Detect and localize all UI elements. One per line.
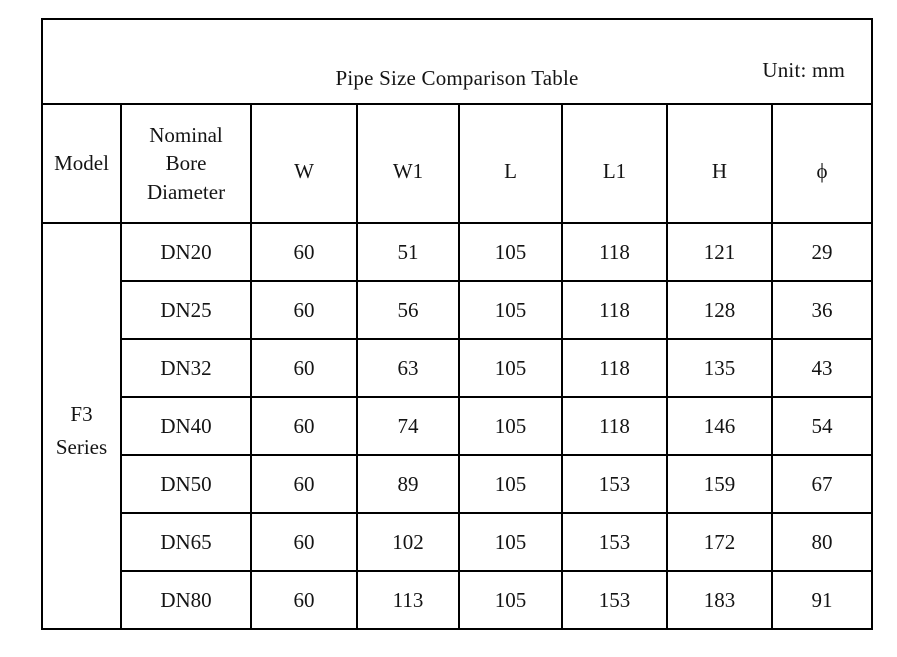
model-series-cell: F3 Series bbox=[41, 222, 122, 630]
value-cell: 43 bbox=[770, 338, 874, 398]
value-cell: 105 bbox=[458, 512, 563, 572]
value-cell: 105 bbox=[458, 338, 563, 398]
unit-label: Unit: mm bbox=[762, 58, 846, 82]
value-cell: 105 bbox=[458, 222, 563, 282]
value-cell: 183 bbox=[666, 570, 773, 630]
value-cell: 121 bbox=[666, 222, 773, 282]
bore-cell: DN65 bbox=[120, 512, 252, 572]
value-cell: 153 bbox=[561, 454, 668, 514]
column-header-phi: ϕ bbox=[770, 103, 874, 224]
value-cell: 36 bbox=[770, 280, 874, 340]
value-cell: 159 bbox=[666, 454, 773, 514]
value-cell: 54 bbox=[770, 396, 874, 456]
value-cell: 102 bbox=[356, 512, 460, 572]
value-cell: 29 bbox=[770, 222, 874, 282]
bore-cell: DN32 bbox=[120, 338, 252, 398]
table-title: Pipe Size Comparison Table bbox=[335, 65, 579, 90]
value-cell: 105 bbox=[458, 570, 563, 630]
value-cell: 113 bbox=[356, 570, 460, 630]
value-cell: 135 bbox=[666, 338, 773, 398]
table-title-cell: Pipe Size Comparison Table Unit: mm bbox=[40, 18, 874, 105]
title-row: Pipe Size Comparison Table Unit: mm bbox=[40, 18, 874, 105]
bore-cell: DN25 bbox=[120, 280, 252, 340]
value-cell: 153 bbox=[561, 512, 668, 572]
column-header-nominal-bore-diameter: Nominal Bore Diameter bbox=[120, 103, 252, 224]
table-row-dn80: DN80 60 113 105 153 183 91 bbox=[42, 570, 874, 630]
value-cell: 172 bbox=[666, 512, 773, 572]
table-row-dn20: F3 Series DN20 60 51 105 118 121 29 bbox=[41, 222, 874, 630]
bore-cell: DN40 bbox=[120, 396, 252, 456]
value-cell: 80 bbox=[770, 512, 874, 572]
bore-cell: DN20 bbox=[120, 222, 252, 282]
column-header-w1: W1 bbox=[356, 103, 460, 224]
column-header-model: Model bbox=[41, 103, 122, 224]
column-header-w: W bbox=[250, 103, 358, 224]
value-cell: 105 bbox=[458, 454, 563, 514]
value-cell: 56 bbox=[356, 280, 460, 340]
value-cell: 60 bbox=[250, 454, 358, 514]
value-cell: 118 bbox=[561, 222, 668, 282]
value-cell: 60 bbox=[250, 396, 358, 456]
value-cell: 67 bbox=[770, 454, 874, 514]
table-row-dn50: DN50 60 89 105 153 159 67 bbox=[42, 454, 874, 514]
column-header-l1: L1 bbox=[561, 103, 668, 224]
value-cell: 51 bbox=[356, 222, 460, 282]
value-cell: 91 bbox=[770, 570, 874, 630]
value-cell: 146 bbox=[666, 396, 773, 456]
value-cell: 63 bbox=[356, 338, 460, 398]
table-row-dn40: DN40 60 74 105 118 146 54 bbox=[42, 396, 874, 456]
value-cell: 105 bbox=[458, 396, 563, 456]
column-header-l: L bbox=[458, 103, 563, 224]
bore-cell: DN50 bbox=[120, 454, 252, 514]
table-row-dn65: DN65 60 102 105 153 172 80 bbox=[42, 512, 874, 572]
value-cell: 118 bbox=[561, 396, 668, 456]
value-cell: 128 bbox=[666, 280, 773, 340]
value-cell: 118 bbox=[561, 338, 668, 398]
value-cell: 60 bbox=[250, 512, 358, 572]
value-cell: 153 bbox=[561, 570, 668, 630]
value-cell: 89 bbox=[356, 454, 460, 514]
pipe-size-comparison-table: Pipe Size Comparison Table Unit: mm Mode… bbox=[40, 18, 874, 630]
column-header-nominal-bore-diameter-label: Nominal Bore Diameter bbox=[146, 122, 226, 204]
value-cell: 60 bbox=[250, 222, 358, 282]
column-header-row: Model Nominal Bore Diameter W W1 L L1 H … bbox=[41, 103, 874, 224]
value-cell: 105 bbox=[458, 280, 563, 340]
bore-cell: DN80 bbox=[120, 570, 252, 630]
table-row-dn32: DN32 60 63 105 118 135 43 bbox=[42, 338, 874, 398]
table-row-dn25: DN25 60 56 105 118 128 36 bbox=[42, 280, 874, 340]
value-cell: 60 bbox=[250, 280, 358, 340]
value-cell: 60 bbox=[250, 338, 358, 398]
value-cell: 74 bbox=[356, 396, 460, 456]
column-header-h: H bbox=[666, 103, 773, 224]
value-cell: 118 bbox=[561, 280, 668, 340]
value-cell: 60 bbox=[250, 570, 358, 630]
